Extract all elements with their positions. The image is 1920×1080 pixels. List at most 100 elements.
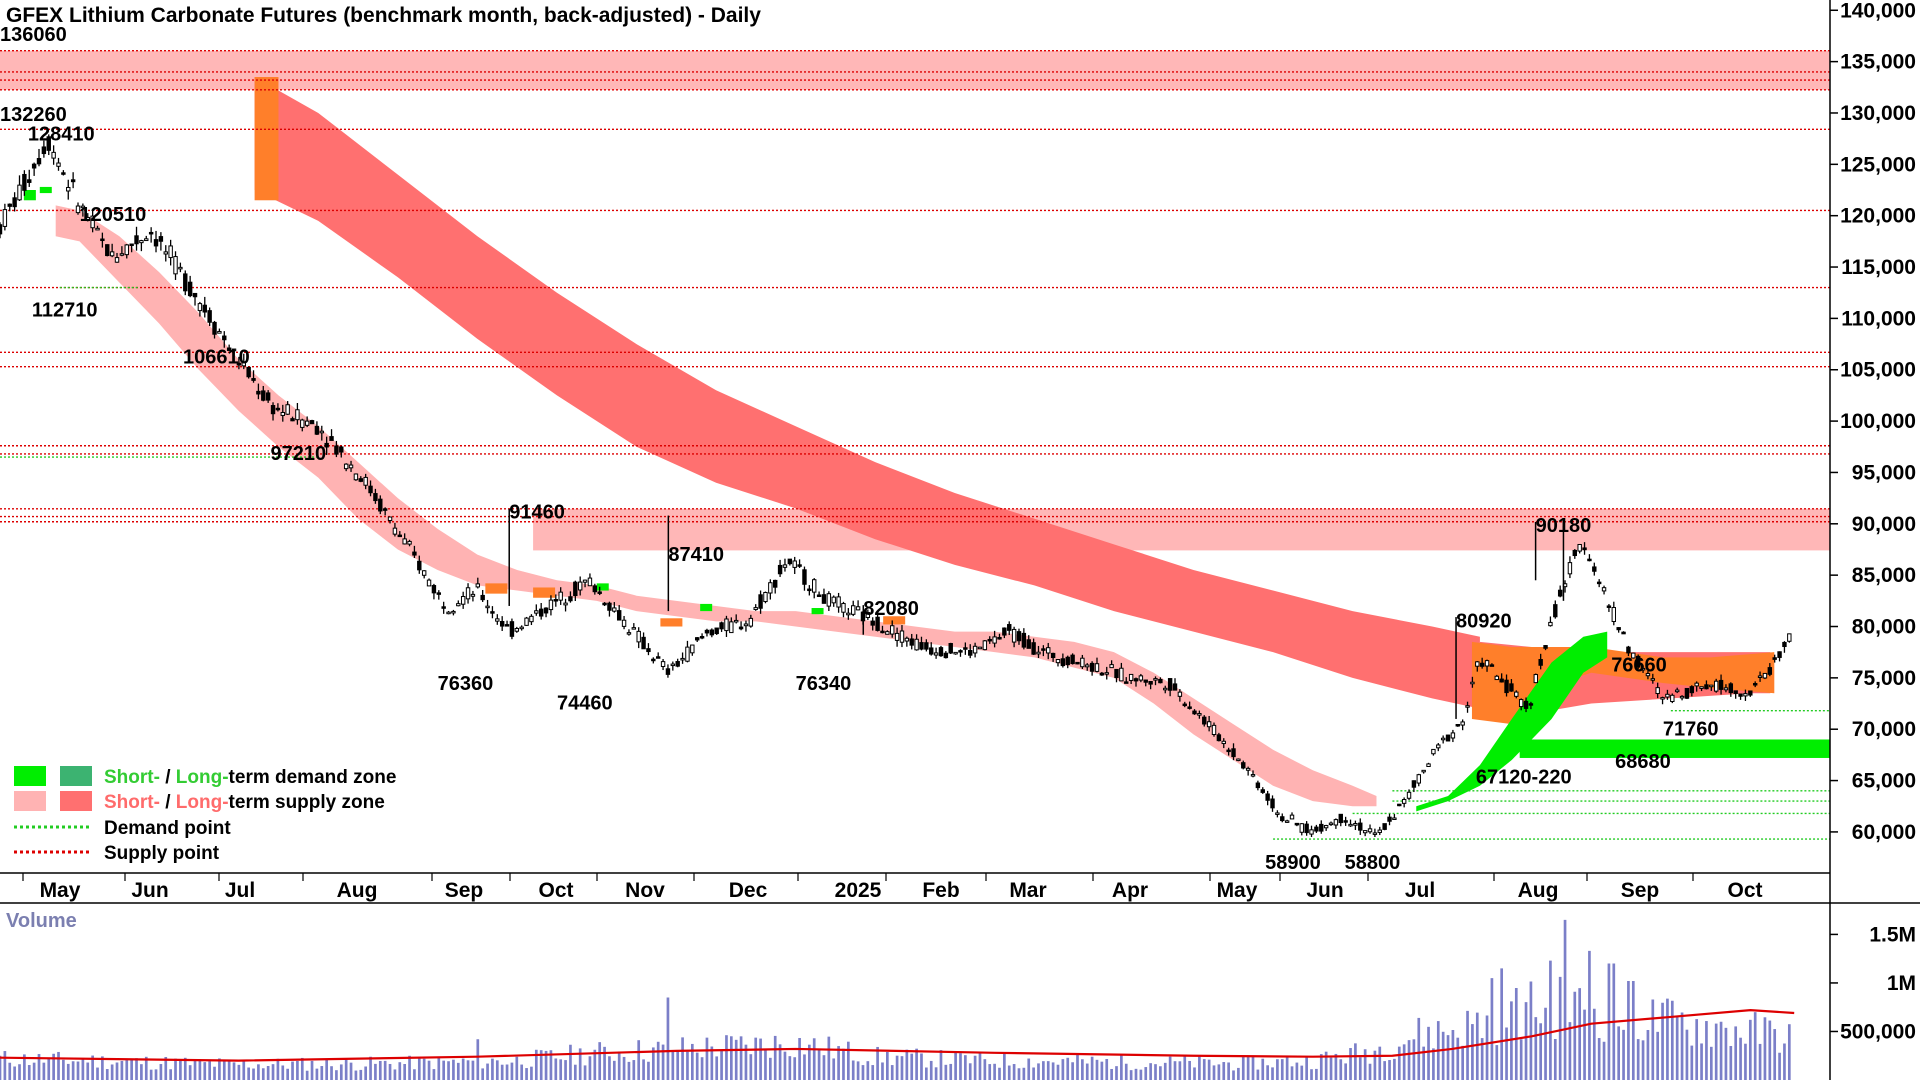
- candle-body-72: [348, 464, 354, 469]
- legend-supply-rest: term supply zone: [229, 792, 385, 813]
- candle-body-0: [0, 224, 3, 235]
- candle-body-325: [1582, 547, 1587, 551]
- candle-body-43: [207, 310, 212, 323]
- price-tick-label-12: 80,000: [1852, 616, 1916, 639]
- candle-body-310: [1509, 683, 1514, 692]
- candle-body-123: [597, 591, 602, 594]
- price-annotation-76360: 76360: [438, 673, 494, 695]
- candle-body-87: [421, 570, 427, 576]
- candle-body-18: [85, 216, 90, 222]
- candle-body-329: [1601, 587, 1607, 592]
- candle-body-50: [241, 361, 246, 367]
- candle-body-209: [1016, 631, 1022, 642]
- candle-body-251: [1221, 740, 1226, 745]
- price-tick-label-5: 115,000: [1841, 256, 1916, 279]
- candle-body-185: [899, 630, 905, 643]
- candle-body-293: [1426, 763, 1431, 767]
- time-tick-label-4: Sep: [445, 879, 484, 902]
- candle-body-315: [1533, 674, 1538, 684]
- candle-body-271: [1319, 823, 1324, 832]
- candle-body-319: [1553, 604, 1558, 618]
- candle-body-47: [226, 347, 232, 351]
- candle-body-215: [1046, 647, 1051, 654]
- time-tick-label-17: Oct: [1727, 879, 1762, 902]
- time-tick-label-11: Apr: [1112, 879, 1148, 902]
- candle-body-73: [353, 473, 359, 481]
- candle-body-291: [1416, 774, 1421, 784]
- candle-body-156: [758, 594, 763, 609]
- candle-body-159: [773, 579, 778, 588]
- candle-body-295: [1436, 744, 1441, 749]
- candle-body-309: [1504, 679, 1509, 694]
- candle-body-279: [1358, 822, 1363, 831]
- candle-body-258: [1255, 782, 1261, 789]
- candle-body-203: [987, 638, 992, 642]
- legend-demand-short: Short-: [104, 767, 160, 788]
- candle-body-137: [665, 668, 671, 675]
- candle-body-361: [1757, 675, 1763, 678]
- candle-body-89: [431, 585, 437, 594]
- candle-body-96: [465, 587, 471, 600]
- candle-body-226: [1099, 672, 1105, 676]
- candle-body-275: [1338, 813, 1343, 824]
- candle-body-175: [851, 605, 856, 615]
- candle-body-119: [577, 581, 583, 591]
- candle-body-217: [1055, 659, 1061, 664]
- legend: Short- / Long-term demand zone Short- / …: [14, 766, 396, 864]
- candle-body-213: [1036, 651, 1041, 655]
- candle-body-289: [1406, 791, 1412, 799]
- candle-body-298: [1450, 732, 1456, 739]
- candle-body-313: [1523, 700, 1529, 709]
- candle-body-308: [1499, 678, 1504, 683]
- candle-body-184: [894, 632, 900, 641]
- candle-body-144: [699, 635, 705, 639]
- candle-body-222: [1080, 657, 1085, 668]
- candle-body-262: [1275, 812, 1280, 815]
- time-tick-label-13: Jun: [1306, 879, 1343, 902]
- supply-bands-layer: [0, 50, 1831, 551]
- price-annotation-71760: 71760: [1663, 718, 1719, 740]
- candle-body-9: [41, 146, 47, 155]
- price-tick-label-8: 100,000: [1840, 410, 1916, 433]
- candle-body-334: [1626, 646, 1631, 654]
- candle-body-36: [173, 256, 178, 275]
- candle-body-285: [1387, 816, 1392, 822]
- candle-body-350: [1704, 684, 1709, 690]
- candle-body-182: [885, 631, 890, 635]
- candle-body-148: [719, 622, 724, 630]
- candle-body-216: [1050, 652, 1056, 659]
- candle-body-162: [787, 558, 793, 565]
- candle-body-304: [1479, 662, 1485, 667]
- long-term-supply-zone: [254, 77, 1480, 709]
- demand-tick-4: [811, 608, 824, 615]
- candle-body-337: [1640, 667, 1646, 671]
- candle-body-227: [1104, 672, 1109, 675]
- candle-body-272: [1323, 825, 1329, 829]
- candle-body-311: [1514, 691, 1519, 697]
- candle-body-129: [626, 632, 632, 635]
- candle-body-345: [1679, 695, 1685, 699]
- candle-body-33: [158, 236, 164, 242]
- candle-body-366: [1782, 641, 1787, 648]
- legend-demand-rest: term demand zone: [229, 767, 397, 788]
- candle-body-90: [436, 592, 442, 595]
- orange-tick-2: [660, 618, 683, 627]
- price-annotation-76660: 76660: [1611, 655, 1667, 677]
- candle-body-38: [183, 273, 188, 292]
- candle-body-194: [943, 652, 949, 659]
- candle-body-12: [56, 162, 61, 167]
- legend-swatch-long-supply: [60, 791, 92, 811]
- candle-body-141: [685, 646, 690, 662]
- price-annotation-132260: 132260: [0, 104, 67, 126]
- price-annotation-120510: 120510: [80, 204, 147, 226]
- legend-demand-sep: /: [160, 767, 176, 788]
- price-tick-label-10: 90,000: [1852, 513, 1916, 536]
- candle-body-70: [339, 446, 344, 453]
- candle-body-352: [1713, 680, 1719, 692]
- candle-body-63: [304, 420, 310, 426]
- candle-body-109: [529, 615, 534, 623]
- candle-body-228: [1109, 664, 1114, 669]
- orange-tick-1: [533, 587, 556, 598]
